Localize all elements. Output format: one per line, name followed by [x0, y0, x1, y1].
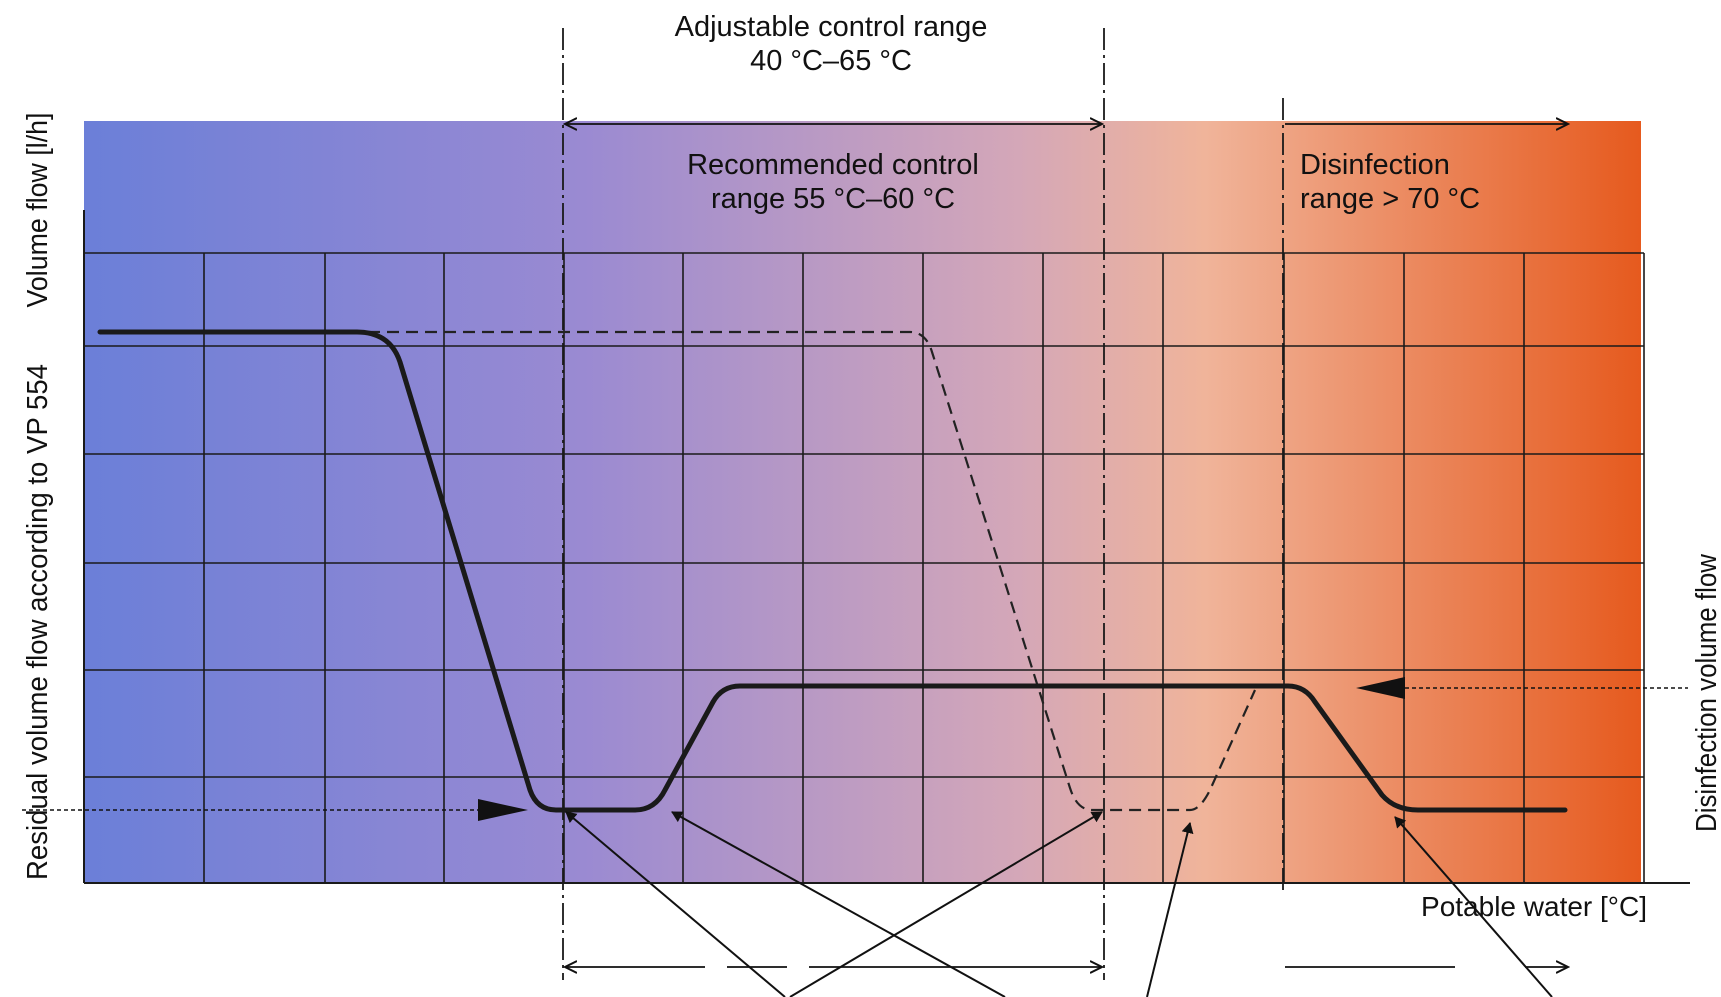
leader-line-3 — [671, 811, 1006, 997]
range-boundaries — [562, 28, 1284, 980]
leader-line-1 — [565, 811, 786, 997]
main-curve — [97, 329, 1568, 813]
adjustable-range-values: 40 °C–65 °C — [750, 45, 912, 77]
right-axis-label: Disinfection volume flow — [1691, 553, 1721, 832]
disinfection-range-values: range > 70 °C — [1300, 183, 1480, 215]
leader-line-5 — [1394, 816, 1553, 997]
gradient-background — [84, 121, 1641, 883]
leader-lines — [565, 811, 1553, 997]
x-axis-label: Potable water [°C] — [1421, 891, 1647, 922]
y-axis-label-secondary: Residual volume flow according to VP 554 — [22, 364, 54, 880]
adjustable-range-title: Adjustable control range — [675, 11, 988, 43]
residual-flow-arrowhead — [478, 799, 528, 821]
recommended-range-title: Recommended control — [687, 149, 979, 181]
leader-line-2 — [789, 811, 1103, 997]
axes — [83, 210, 1690, 884]
dashed-curve-upper-setting — [330, 330, 1257, 812]
disinfection-flow-marker — [1356, 677, 1688, 699]
disinfection-range-title: Disinfection — [1300, 149, 1450, 181]
residual-flow-marker — [22, 799, 528, 821]
leader-line-4 — [1146, 822, 1194, 997]
recommended-range-values: range 55 °C–60 °C — [711, 183, 955, 215]
y-axis-label-primary: Volume flow [l/h] — [22, 113, 54, 308]
disinfection-flow-arrowhead — [1356, 677, 1405, 699]
grid — [84, 252, 1645, 883]
